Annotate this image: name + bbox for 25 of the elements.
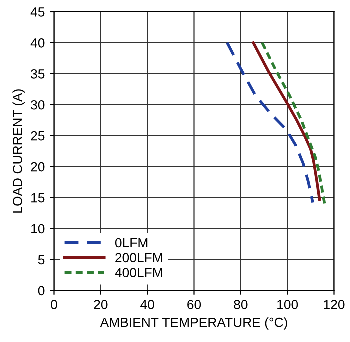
x-tick-label: 0	[51, 300, 58, 310]
y-tick-label: 30	[31, 100, 45, 110]
legend-label: 400LFM	[115, 268, 162, 278]
x-tick-label: 80	[234, 300, 248, 310]
x-tick-label: 100	[278, 300, 298, 310]
x-axis-title: AMBIENT TEMPERATURE (°C)	[100, 318, 288, 330]
y-tick-label: 40	[30, 38, 45, 48]
legend-label: 200LFM	[116, 253, 162, 263]
y-tick-label: 35	[31, 69, 45, 79]
line-series	[226, 42, 314, 204]
y-axis-title: LOAD CURRENT (A)	[12, 90, 25, 213]
y-tick-label: 0	[38, 286, 45, 296]
x-tick-label: 60	[188, 300, 202, 310]
line-series	[252, 42, 322, 202]
y-tick-label: 10	[32, 224, 45, 234]
x-tick-label: 120	[324, 300, 345, 310]
y-tick-label: 5	[38, 255, 45, 265]
y-tick-label: 15	[32, 193, 45, 203]
x-tick-label: 20	[94, 300, 108, 310]
x-tick-label: 40	[140, 300, 154, 310]
y-tick-label: 20	[31, 162, 45, 172]
y-tick-label: 25	[31, 131, 45, 141]
y-tick-label: 45	[30, 8, 45, 17]
legend-label: 0LFM	[115, 238, 148, 248]
line-series	[260, 42, 326, 206]
